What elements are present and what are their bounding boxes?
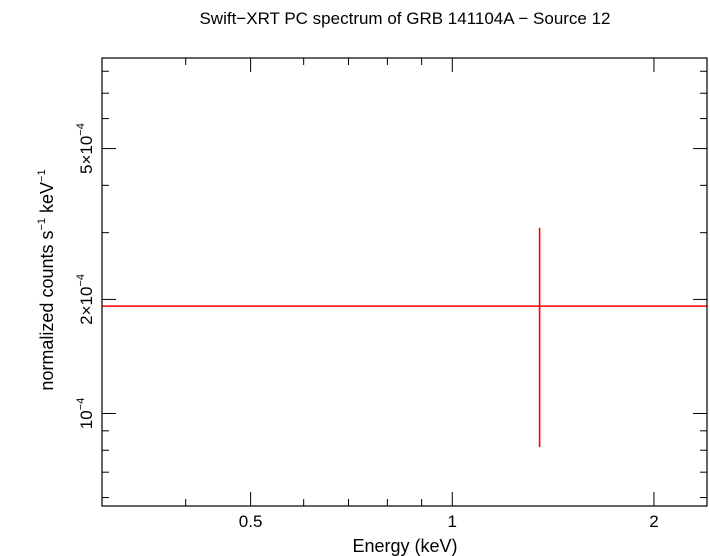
chart-title: Swift−XRT PC spectrum of GRB 141104A − S… [199, 9, 610, 28]
y-tick-labels: 10−4 2×10−4 5×10−4 [75, 123, 96, 429]
x-axis-label: Energy (keV) [352, 536, 457, 556]
y-tick-label: 5×10−4 [75, 123, 96, 174]
axis-ticks [101, 58, 707, 506]
y-axis-label-mid: keV [37, 182, 57, 218]
data-points [102, 227, 707, 448]
y-axis-label-exp1: −1 [36, 218, 48, 231]
y-axis-label-exp2: −1 [36, 169, 48, 182]
x-tick-labels: 0.5 1 2 [239, 512, 659, 531]
x-tick-label: 1 [448, 512, 457, 531]
y-tick-label: 10−4 [75, 398, 96, 429]
y-axis-label-base: normalized counts s [37, 231, 57, 391]
y-tick-label: 2×10−4 [75, 274, 96, 325]
y-axis-label: normalized counts s−1 keV−1 [36, 169, 57, 390]
x-tick-label: 2 [649, 512, 658, 531]
plot-frame [101, 57, 708, 507]
x-tick-label: 0.5 [239, 512, 263, 531]
